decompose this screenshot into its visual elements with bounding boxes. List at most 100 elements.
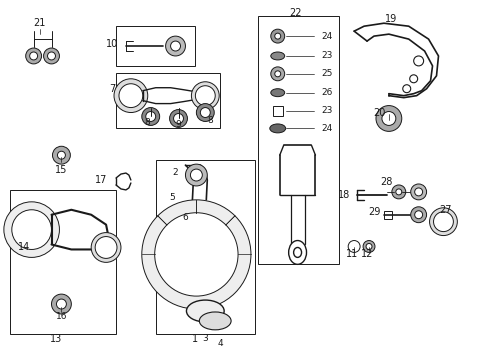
Ellipse shape [186, 300, 224, 322]
Circle shape [26, 48, 41, 64]
Circle shape [170, 41, 180, 51]
Text: 7: 7 [109, 84, 115, 94]
Circle shape [114, 79, 147, 113]
Circle shape [409, 75, 417, 83]
Text: 16: 16 [56, 312, 67, 321]
Text: 14: 14 [18, 243, 30, 252]
Ellipse shape [270, 52, 284, 60]
Circle shape [30, 52, 38, 60]
Circle shape [185, 164, 207, 186]
Circle shape [12, 210, 51, 249]
Bar [10, 190, 116, 334]
Text: 3: 3 [202, 334, 208, 343]
Text: 23: 23 [321, 51, 332, 60]
Circle shape [95, 237, 117, 258]
Text: 2: 2 [172, 167, 178, 176]
Circle shape [347, 240, 359, 252]
Circle shape [191, 82, 219, 109]
Text: 13: 13 [50, 334, 62, 344]
Circle shape [154, 213, 238, 296]
Circle shape [270, 67, 284, 81]
Text: 22: 22 [289, 8, 301, 18]
Circle shape [270, 29, 284, 43]
Text: 21: 21 [33, 18, 46, 28]
Circle shape [195, 86, 215, 105]
Bar [116, 26, 195, 66]
Circle shape [165, 36, 185, 56]
Circle shape [391, 185, 405, 199]
Ellipse shape [199, 312, 231, 330]
Circle shape [142, 108, 160, 125]
Text: 20: 20 [372, 108, 385, 117]
Circle shape [196, 104, 214, 121]
Circle shape [119, 84, 142, 108]
Circle shape [21, 220, 41, 239]
Circle shape [100, 242, 112, 253]
Circle shape [174, 233, 218, 276]
Circle shape [43, 48, 60, 64]
Ellipse shape [270, 89, 284, 96]
Circle shape [145, 112, 155, 121]
Text: 11: 11 [346, 249, 358, 260]
Circle shape [52, 146, 70, 164]
Circle shape [47, 52, 55, 60]
Circle shape [119, 84, 142, 108]
Circle shape [438, 217, 447, 227]
Ellipse shape [288, 240, 306, 264]
Text: 29: 29 [367, 207, 379, 217]
Circle shape [200, 91, 210, 100]
Circle shape [274, 71, 280, 77]
Circle shape [366, 243, 371, 249]
Text: 12: 12 [360, 249, 372, 260]
Bar [272, 105, 282, 116]
Bar [116, 73, 220, 129]
Text: 1: 1 [192, 334, 198, 344]
Text: 23: 23 [321, 106, 332, 115]
Circle shape [169, 109, 187, 127]
Bar [383, 211, 391, 219]
Text: 24: 24 [321, 124, 332, 133]
Circle shape [410, 184, 426, 200]
Text: 28: 28 [380, 177, 392, 187]
Circle shape [402, 85, 410, 93]
Circle shape [414, 188, 422, 196]
Circle shape [433, 212, 452, 231]
Circle shape [12, 210, 51, 249]
Text: 5: 5 [169, 193, 175, 202]
Circle shape [190, 169, 202, 181]
Circle shape [375, 105, 401, 131]
Circle shape [414, 211, 422, 219]
Text: 10: 10 [106, 39, 118, 49]
Text: 8: 8 [207, 116, 213, 125]
Circle shape [410, 207, 426, 223]
Circle shape [433, 212, 452, 231]
Bar [257, 16, 339, 264]
Circle shape [200, 108, 210, 117]
Circle shape [362, 240, 374, 252]
Text: 18: 18 [337, 190, 349, 200]
Circle shape [142, 200, 250, 309]
Circle shape [4, 202, 60, 257]
Bar [155, 160, 254, 334]
Circle shape [56, 299, 66, 309]
Text: 24: 24 [321, 32, 332, 41]
Text: 25: 25 [321, 69, 332, 78]
Circle shape [395, 189, 401, 195]
Text: 15: 15 [55, 165, 67, 175]
Circle shape [428, 208, 456, 235]
Text: 9: 9 [175, 120, 181, 129]
Text: 4: 4 [217, 339, 223, 348]
Circle shape [57, 151, 65, 159]
Circle shape [91, 233, 121, 262]
Text: 8: 8 [143, 118, 149, 127]
Circle shape [154, 213, 238, 296]
Circle shape [51, 294, 71, 314]
Ellipse shape [293, 247, 301, 257]
Circle shape [274, 33, 280, 39]
Circle shape [95, 237, 117, 258]
Circle shape [413, 56, 423, 66]
Circle shape [381, 112, 395, 125]
Circle shape [173, 113, 183, 123]
Text: 27: 27 [438, 205, 451, 215]
Circle shape [195, 86, 215, 105]
